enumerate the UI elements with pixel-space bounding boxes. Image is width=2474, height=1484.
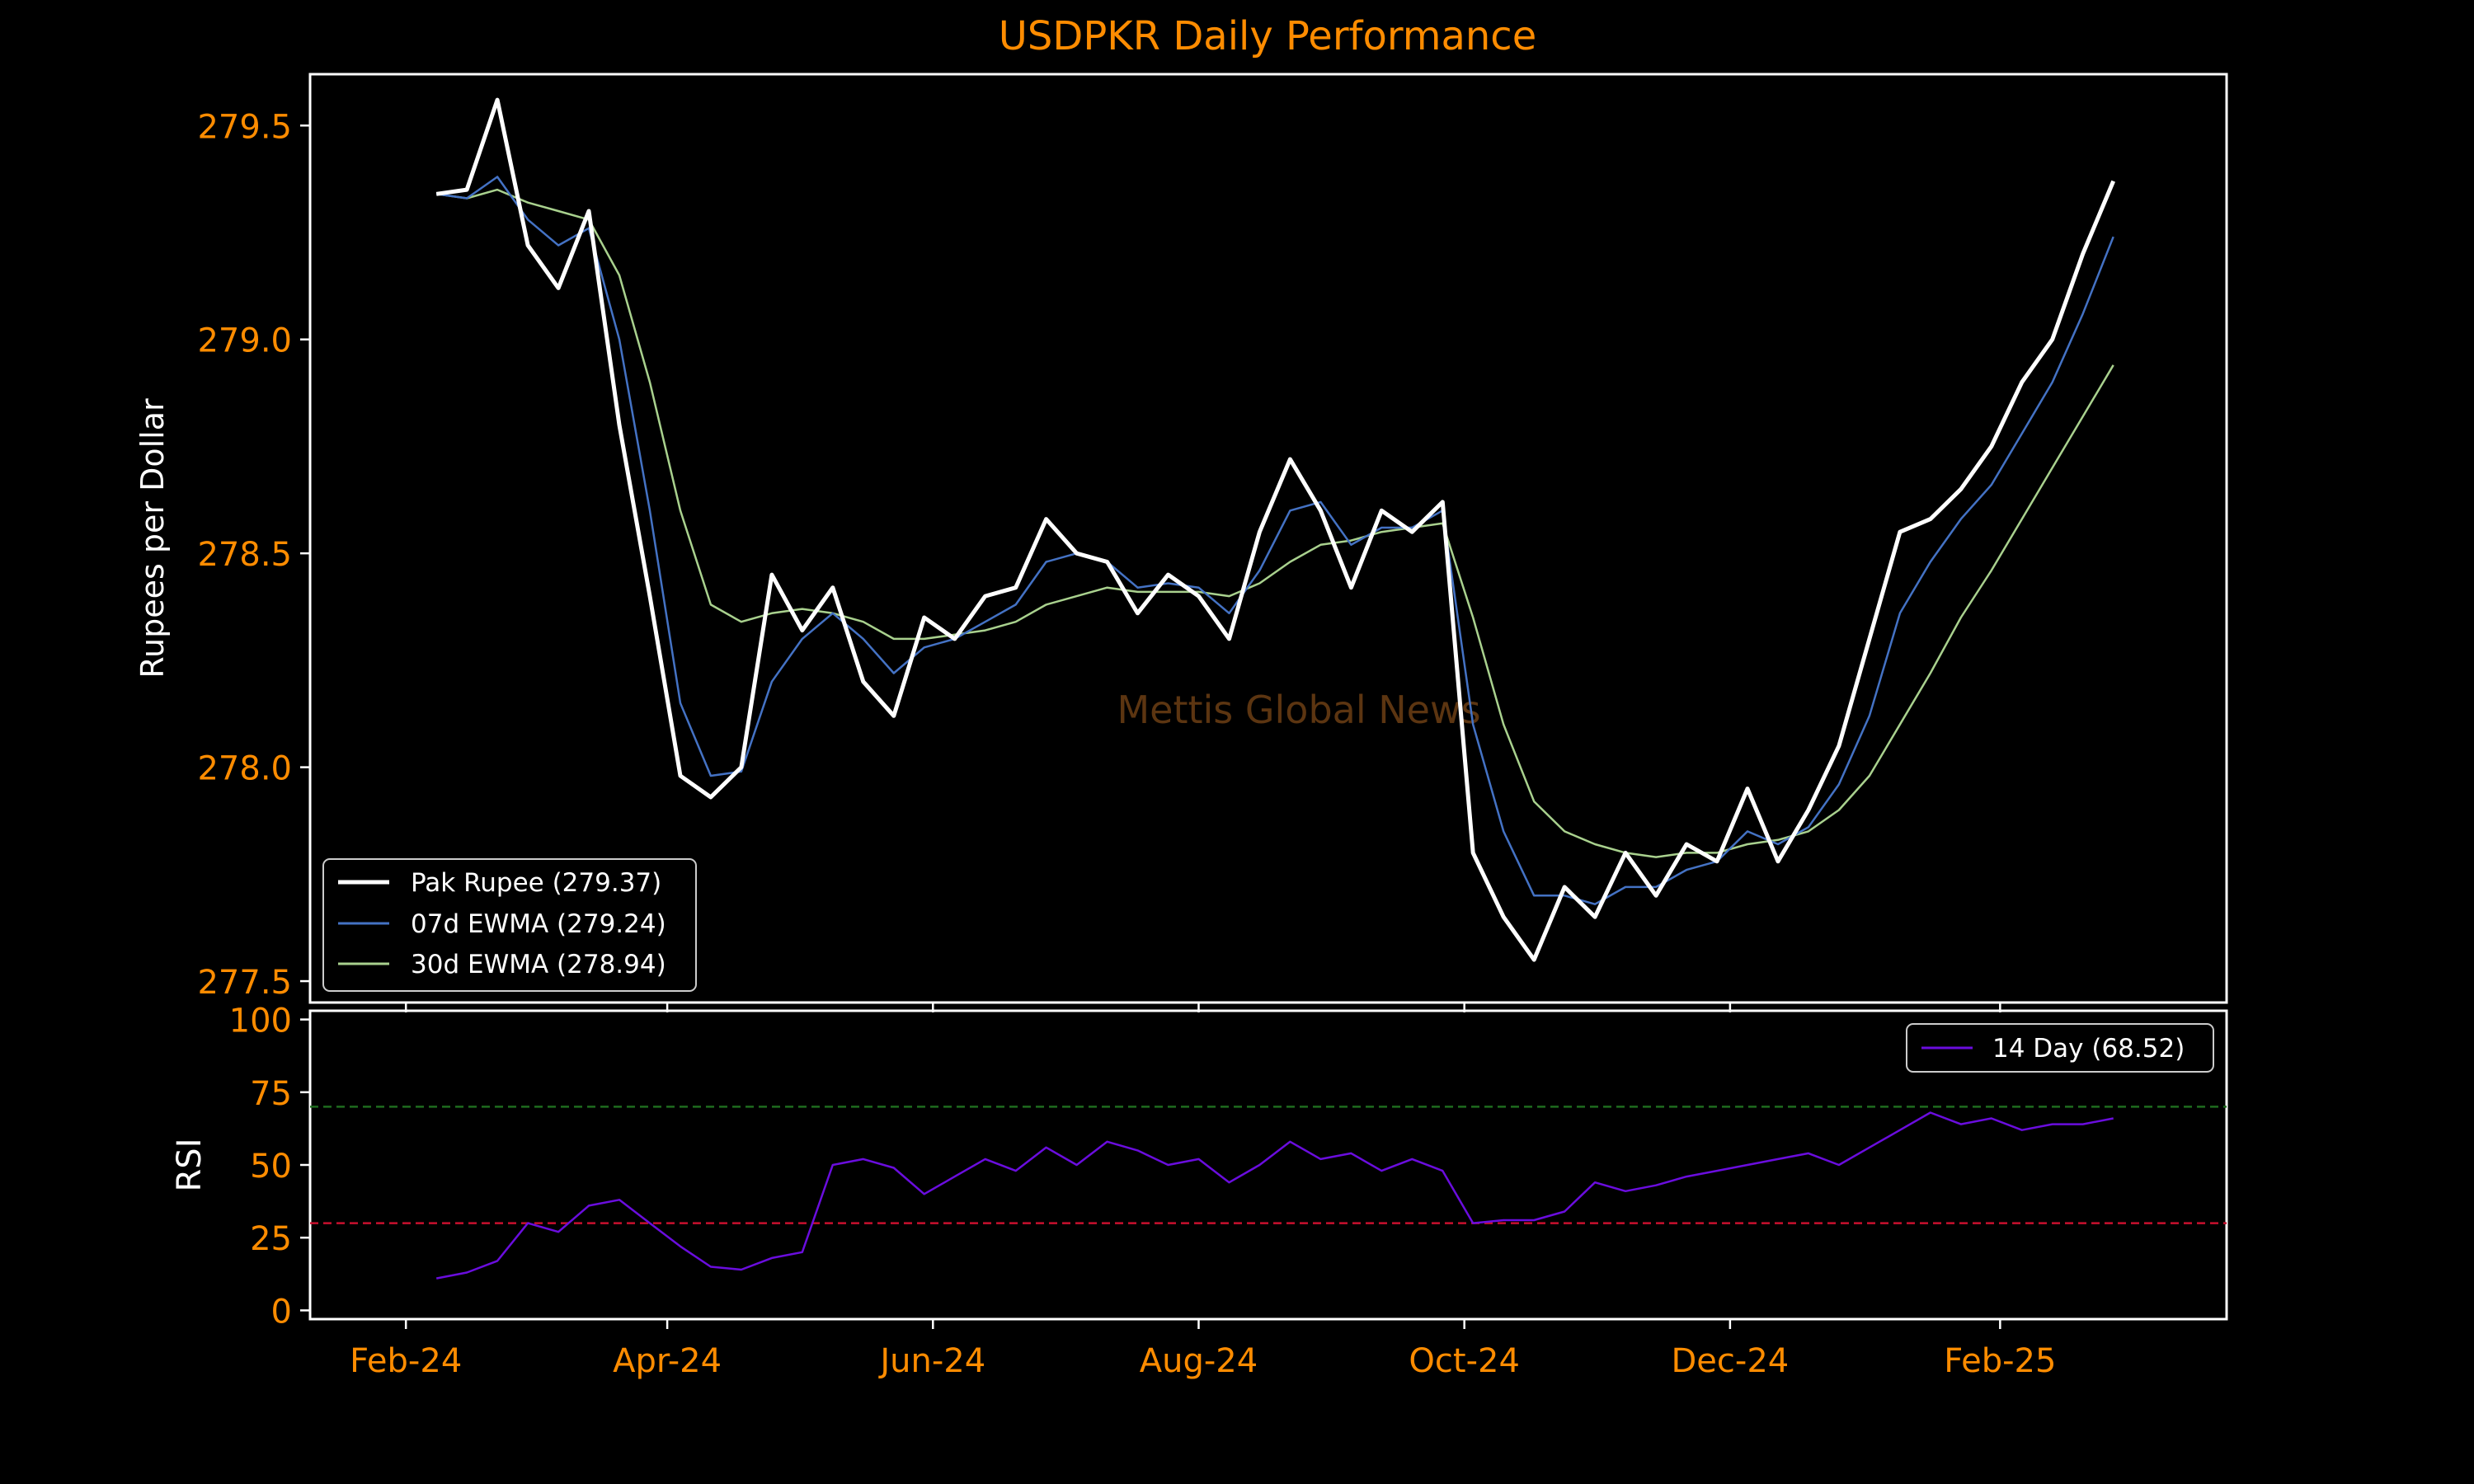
ewma30-line (436, 188, 2114, 858)
date-tick-label: Feb-24 (350, 1342, 462, 1380)
date-tick-label: Oct-24 (1409, 1342, 1520, 1380)
chart-title: USDPKR Daily Performance (999, 13, 1536, 59)
price-y-tick-label: 278.5 (197, 536, 292, 574)
price-lines (435, 97, 2116, 962)
ewma7-line (436, 176, 2114, 905)
price-y-tick-label: 279.5 (197, 108, 292, 146)
price-panel-frame (308, 73, 2228, 1004)
rsi-y-tick-label: 100 (229, 1003, 292, 1040)
price-line (435, 97, 2116, 962)
rsi-legend-box (1906, 1023, 2214, 1073)
price-y-tick-label: 278.0 (197, 750, 292, 788)
price-y-tick-label: 277.5 (197, 964, 292, 1002)
rsi-y-axis-label: RSI (171, 1139, 209, 1192)
rsi-legend: 14 Day (68.52) (1906, 1023, 2214, 1073)
rsi-y-tick-label: 75 (250, 1075, 292, 1113)
rsi-x-ticks (404, 1319, 2001, 1329)
price-legend: Pak Rupee (279.37) 07d EWMA (279.24) 30d… (322, 858, 697, 992)
legend-label-ewma30: 30d EWMA (278.94) (411, 950, 666, 979)
date-axis-labels: Feb-24 Apr-24 Jun-24 Aug-24 Oct-24 Dec-24 Feb-… (350, 1342, 2056, 1380)
date-tick-label: Aug-24 (1140, 1342, 1258, 1380)
rsi-y-tick-label: 25 (250, 1220, 292, 1258)
rsi-lines (435, 1111, 2114, 1280)
date-tick-label: Dec-24 (1672, 1342, 1790, 1380)
legend-label-ewma7: 07d EWMA (279.24) (411, 909, 666, 939)
price-y-tick-label: 279.0 (197, 322, 292, 360)
legend-label-rsi: 14 Day (68.52) (1992, 1034, 2185, 1064)
price-y-axis-label: Rupees per Dollar (134, 398, 171, 679)
watermark: Mettis Global News (1117, 688, 1480, 732)
rsi-y-ticks: 0 25 50 75 100 (229, 1003, 310, 1331)
legend-label-price: Pak Rupee (279.37) (411, 868, 661, 898)
date-tick-label: Apr-24 (613, 1342, 722, 1380)
rsi-panel: 0 25 50 75 100 RSI 14 Day (68.52) (171, 1003, 2228, 1331)
date-tick-label: Feb-25 (1944, 1342, 2056, 1380)
date-tick-label: Jun-24 (877, 1342, 985, 1380)
rsi-y-tick-label: 50 (250, 1148, 292, 1186)
rsi-y-tick-label: 0 (271, 1293, 292, 1331)
rsi-line (435, 1111, 2114, 1280)
price-legend-box (322, 858, 697, 992)
price-panel: 277.5 278.0 278.5 279.0 279.5 Rupees per Dol… (134, 73, 2228, 1012)
price-y-ticks: 277.5 278.0 278.5 279.0 279.5 (197, 108, 310, 1002)
